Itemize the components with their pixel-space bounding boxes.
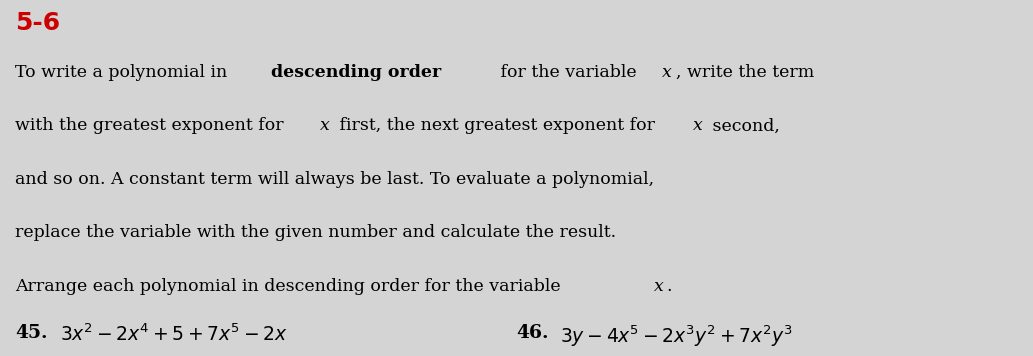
Text: 5-6: 5-6 <box>15 11 61 35</box>
Text: and so on. A constant term will always be last. To evaluate a polynomial,: and so on. A constant term will always b… <box>15 171 655 188</box>
Text: x: x <box>693 117 702 135</box>
Text: 46.: 46. <box>516 324 549 342</box>
Text: $3y - 4x^5 - 2x^3y^2 + 7x^2y^3$: $3y - 4x^5 - 2x^3y^2 + 7x^2y^3$ <box>560 324 792 350</box>
Text: second,: second, <box>707 117 780 135</box>
Text: $3x^2 - 2x^4 + 5 + 7x^5 - 2x$: $3x^2 - 2x^4 + 5 + 7x^5 - 2x$ <box>60 324 287 345</box>
Text: .: . <box>666 278 671 295</box>
Text: x: x <box>662 64 671 81</box>
Text: Arrange each polynomial in descending order for the variable: Arrange each polynomial in descending or… <box>15 278 567 295</box>
Text: , write the term: , write the term <box>676 64 814 81</box>
Text: descending order: descending order <box>271 64 441 81</box>
Text: 45.: 45. <box>15 324 48 342</box>
Text: To write a polynomial in: To write a polynomial in <box>15 64 233 81</box>
Text: first, the next greatest exponent for: first, the next greatest exponent for <box>334 117 660 135</box>
Text: for the variable: for the variable <box>495 64 641 81</box>
Text: x: x <box>320 117 330 135</box>
Text: replace the variable with the given number and calculate the result.: replace the variable with the given numb… <box>15 224 617 241</box>
Text: x: x <box>654 278 663 295</box>
Text: with the greatest exponent for: with the greatest exponent for <box>15 117 289 135</box>
